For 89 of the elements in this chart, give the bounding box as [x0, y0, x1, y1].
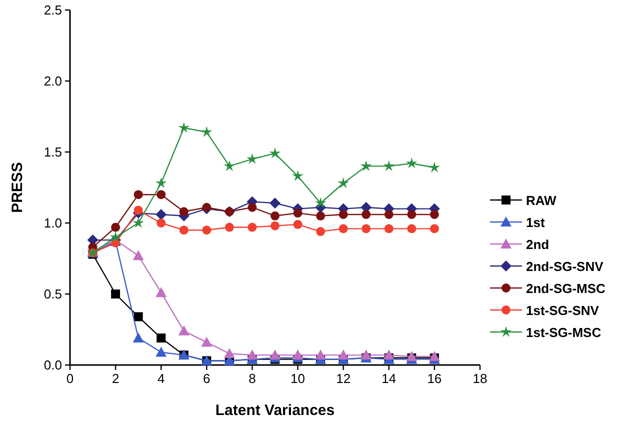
- point: [132, 217, 144, 228]
- point: [179, 207, 188, 216]
- point: [246, 153, 258, 164]
- point: [134, 312, 143, 322]
- point: [156, 287, 167, 298]
- point: [202, 226, 212, 235]
- x-tick-label: 18: [472, 371, 488, 386]
- x-tick-label: 12: [336, 371, 351, 386]
- y-tick-label: 2.5: [44, 2, 62, 18]
- point: [406, 350, 418, 361]
- point: [224, 160, 236, 172]
- point: [202, 202, 212, 212]
- point: [134, 190, 143, 200]
- x-tick-label: 2: [112, 371, 120, 386]
- point: [156, 334, 166, 343]
- point: [362, 224, 371, 234]
- point: [383, 350, 394, 360]
- point: [156, 190, 166, 200]
- point: [338, 177, 350, 188]
- x-tick-label: 0: [66, 371, 74, 386]
- legend-label: 1st-SG-MSC: [526, 325, 602, 340]
- x-axis-title: Latent Variances: [215, 402, 335, 419]
- point: [428, 162, 440, 172]
- point: [293, 208, 302, 218]
- point: [338, 350, 349, 360]
- point: [338, 210, 348, 219]
- point: [407, 210, 416, 219]
- point: [132, 250, 144, 260]
- point: [111, 290, 120, 298]
- x-tick-label: 8: [248, 371, 256, 386]
- y-tick-label: 1.5: [44, 144, 62, 160]
- legend-label: 2nd-SG-SNV: [526, 259, 604, 274]
- point: [110, 231, 122, 242]
- point: [270, 211, 280, 220]
- legend-label: 1st: [526, 215, 546, 230]
- y-tick-label: 1.0: [44, 216, 62, 230]
- point: [384, 224, 394, 234]
- point: [178, 122, 190, 133]
- y-tick-label: 0.0: [44, 358, 62, 372]
- point: [156, 218, 166, 228]
- point: [406, 157, 418, 168]
- point: [246, 350, 258, 360]
- x-tick-label: 4: [157, 371, 165, 386]
- point: [407, 224, 416, 234]
- point: [292, 350, 304, 360]
- point: [314, 197, 326, 208]
- point: [293, 220, 302, 229]
- point: [316, 211, 326, 220]
- point: [111, 222, 120, 232]
- point: [270, 221, 280, 230]
- point: [383, 160, 395, 172]
- legend-label: 2nd: [526, 237, 550, 252]
- point: [316, 227, 326, 236]
- point: [224, 348, 235, 358]
- y-tick-label: 0.5: [44, 286, 62, 302]
- x-tick-label: 10: [290, 371, 306, 386]
- point: [384, 210, 394, 219]
- point: [362, 210, 371, 219]
- point: [428, 350, 440, 361]
- x-tick-label: 14: [382, 371, 396, 386]
- point: [430, 224, 439, 234]
- point: [248, 202, 257, 212]
- legend-label: RAW: [526, 193, 558, 208]
- point: [178, 325, 190, 336]
- y-axis-title: PRESS: [9, 162, 26, 213]
- point: [155, 177, 167, 188]
- point: [179, 226, 188, 235]
- y-tick-label: 2.0: [44, 74, 62, 88]
- legend-label: 2nd-SG-MSC: [526, 281, 606, 296]
- point: [292, 170, 304, 181]
- legend-label: 1st-SG-SNV: [526, 303, 600, 318]
- x-tick-label: 16: [427, 371, 442, 386]
- point: [338, 224, 348, 234]
- point: [248, 222, 257, 232]
- point: [156, 346, 167, 357]
- point: [132, 332, 144, 343]
- point: [269, 147, 281, 158]
- point: [360, 350, 372, 360]
- point: [200, 126, 212, 137]
- point: [156, 208, 167, 220]
- point: [201, 336, 212, 347]
- point: [134, 206, 143, 215]
- point: [270, 350, 280, 360]
- point: [224, 222, 234, 232]
- x-tick-label: 6: [203, 371, 210, 386]
- point: [430, 210, 439, 219]
- point: [270, 198, 280, 209]
- point: [315, 350, 326, 360]
- point: [360, 160, 372, 172]
